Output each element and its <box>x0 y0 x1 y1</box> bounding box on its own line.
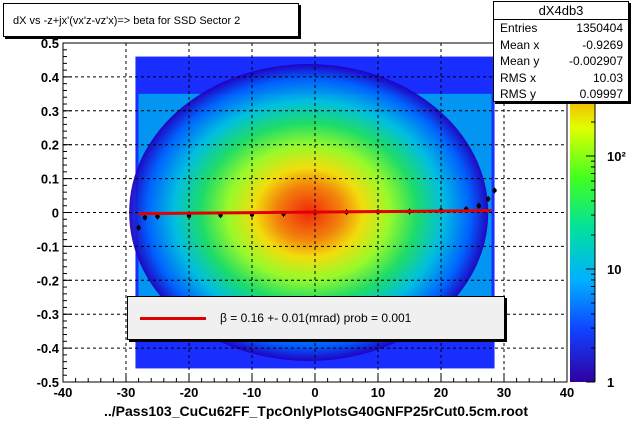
legend-box: β = 0.16 +- 0.01(mrad) prob = 0.001 <box>127 296 505 340</box>
profile-point <box>476 203 481 208</box>
x-tick-label: 20 <box>434 385 448 400</box>
stats-value: 10.03 <box>592 70 623 85</box>
y-tick-label: -0.5 <box>37 375 59 390</box>
colorbar-tick-label: 1 <box>607 375 614 390</box>
y-tick-label: 0.4 <box>41 70 60 85</box>
x-tick-label: -10 <box>243 385 262 400</box>
chart-title-text: dX vs -z+jx'(vx'z-vz'x)=> beta for SSD S… <box>13 15 241 27</box>
stats-row-rms-y: RMS y 0.09997 <box>494 86 628 103</box>
x-tick-label: -40 <box>54 385 73 400</box>
y-tick-label: -0.3 <box>37 307 59 322</box>
stats-label: RMS y <box>500 87 536 102</box>
stats-title: dX4db3 <box>494 2 628 20</box>
x-tick-label: 30 <box>497 385 511 400</box>
stats-label: RMS x <box>500 70 536 85</box>
stats-label: Mean x <box>500 37 540 52</box>
stats-value: -0.9269 <box>582 37 623 52</box>
profile-point <box>486 196 491 202</box>
y-tick-label: -0.4 <box>37 341 60 356</box>
stats-row-mean-x: Mean x -0.9269 <box>494 37 628 54</box>
x-tick-label: -30 <box>117 385 136 400</box>
stats-value: 0.09997 <box>579 87 623 102</box>
x-axis-title: ../Pass103_CuCu62FF_TpcOnlyPlotsG40GNFP2… <box>103 403 529 419</box>
profile-point <box>492 188 497 193</box>
y-tick-label: 0.3 <box>41 104 59 119</box>
colorbar-tick-label: 10² <box>607 149 626 164</box>
profile-point <box>186 213 192 219</box>
stats-box: dX4db3 Entries 1350404 Mean x -0.9269 Me… <box>493 1 629 102</box>
x-tick-label: 40 <box>560 385 574 400</box>
profile-point <box>155 214 160 219</box>
profile-point <box>142 215 148 220</box>
chart-title: dX vs -z+jx'(vx'z-vz'x)=> beta for SSD S… <box>3 3 299 37</box>
fit-line <box>138 209 492 216</box>
stats-row-rms-x: RMS x 10.03 <box>494 70 628 87</box>
stats-value: -0.002907 <box>568 54 623 69</box>
legend-line-swatch <box>140 317 206 320</box>
profile-point <box>136 225 141 230</box>
stats-label: Mean y <box>500 54 540 69</box>
axes: -40 -30 -20 -10 0 10 20 30 40 -0.5 -0.4 -0.3 -0.2 -0.… <box>37 36 575 400</box>
stats-row-mean-y: Mean y -0.002907 <box>494 53 628 70</box>
y-tick-label: 0.1 <box>41 172 59 187</box>
fit-line-segment <box>138 209 492 216</box>
y-tick-label: 0 <box>52 206 59 221</box>
stats-label: Entries <box>500 21 538 35</box>
y-tick-label: -0.2 <box>37 273 59 288</box>
legend-text: β = 0.16 +- 0.01(mrad) prob = 0.001 <box>220 311 412 325</box>
stats-value: 1350404 <box>576 21 623 35</box>
x-tick-label: -20 <box>180 385 199 400</box>
x-tick-label: 10 <box>371 385 385 400</box>
x-tick-label: 0 <box>311 385 318 400</box>
colorbar-tick-label: 10 <box>607 262 621 277</box>
y-tick-label: 0.2 <box>41 138 59 153</box>
y-tick-label: -0.1 <box>37 239 59 254</box>
y-tick-label: 0.5 <box>41 36 59 51</box>
stats-row-entries: Entries 1350404 <box>494 20 628 37</box>
